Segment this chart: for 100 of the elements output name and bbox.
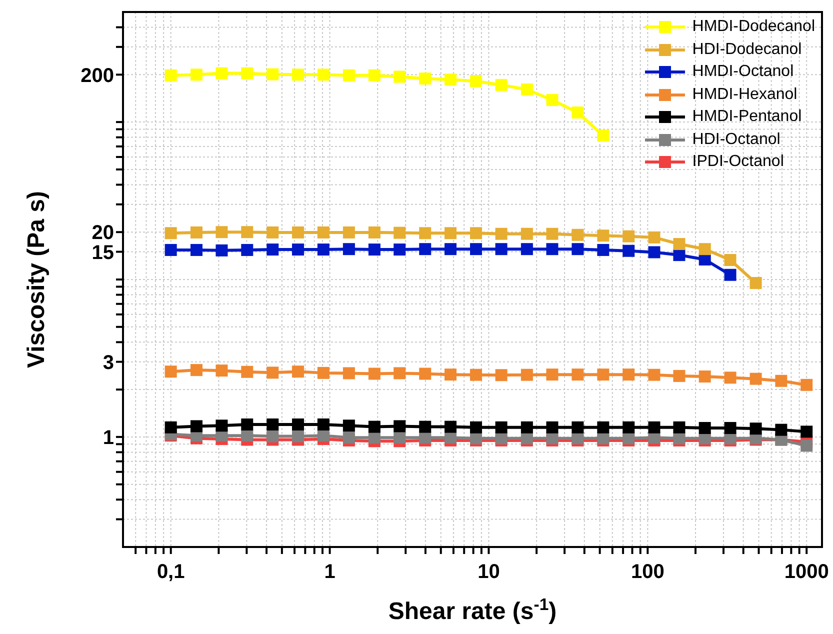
point (572, 243, 584, 256)
point (597, 421, 610, 434)
x-tick-label: 100 (630, 561, 664, 584)
point (648, 231, 660, 244)
point (622, 421, 635, 434)
point (622, 244, 635, 257)
point (266, 244, 279, 256)
point (241, 418, 254, 430)
point (800, 440, 813, 452)
point (444, 227, 457, 240)
point (317, 68, 330, 81)
legend-label: HMDI-Hexanol (692, 84, 798, 104)
point (750, 422, 762, 435)
point (419, 368, 432, 380)
point (164, 227, 177, 240)
point (750, 372, 762, 385)
point (648, 421, 660, 434)
point (520, 368, 533, 381)
point (444, 368, 457, 381)
point (216, 420, 228, 432)
point (266, 418, 279, 430)
point (292, 68, 304, 81)
point (216, 364, 228, 377)
point (317, 418, 330, 430)
point (546, 421, 558, 434)
point (597, 368, 610, 381)
point (698, 243, 711, 256)
point (241, 67, 254, 80)
point (164, 366, 177, 378)
point (520, 228, 533, 240)
point (673, 249, 686, 262)
point (470, 421, 482, 434)
point (775, 374, 788, 387)
point (673, 238, 686, 250)
point (597, 244, 610, 256)
point (292, 430, 304, 442)
point (394, 70, 406, 83)
point (495, 228, 508, 240)
point (317, 430, 330, 442)
point (673, 370, 686, 382)
point (394, 244, 406, 256)
point (190, 420, 202, 432)
point (368, 69, 380, 82)
point (444, 420, 457, 433)
x-tick-label: 1 (324, 561, 336, 584)
point (394, 432, 406, 444)
point (470, 75, 482, 88)
point (698, 370, 711, 383)
point (800, 378, 813, 391)
point (546, 368, 558, 381)
point (266, 366, 279, 379)
point (648, 246, 660, 258)
point (216, 226, 228, 238)
point (724, 422, 736, 434)
legend-label: HMDI-Pentanol (692, 107, 802, 127)
point (495, 78, 508, 91)
point (622, 230, 635, 242)
y-tick-label: 200 (80, 64, 114, 87)
point (241, 244, 254, 256)
point (648, 368, 660, 381)
point (241, 226, 254, 238)
point (317, 226, 330, 238)
point (368, 244, 380, 256)
point (495, 369, 508, 382)
point (520, 83, 533, 96)
legend-label: HMDI-Octanol (692, 62, 794, 82)
point (342, 432, 355, 444)
point (266, 226, 279, 238)
point (368, 420, 380, 433)
point (495, 421, 508, 434)
point (190, 68, 202, 81)
point (190, 364, 202, 376)
point (266, 68, 279, 80)
point (190, 226, 202, 238)
legend-label: HMDI-Dodecanol (692, 17, 815, 37)
legend-label: HDI-Dodecanol (692, 40, 802, 60)
point (419, 420, 432, 433)
point (495, 243, 508, 256)
y-tick-label: 3 (102, 352, 114, 374)
y-tick-label: 20 (92, 222, 114, 244)
point (546, 94, 558, 106)
y-tick-label: 15 (92, 242, 114, 264)
point (750, 277, 762, 290)
point (216, 244, 228, 256)
point (470, 368, 482, 381)
point (342, 420, 355, 432)
point (673, 421, 686, 434)
point (241, 366, 254, 378)
point (292, 418, 304, 430)
point (520, 421, 533, 434)
point (317, 244, 330, 256)
point (317, 366, 330, 379)
point (394, 420, 406, 432)
point (342, 69, 355, 82)
point (292, 226, 304, 238)
point (470, 227, 482, 240)
point (597, 130, 610, 142)
point (572, 421, 584, 434)
point (698, 422, 711, 434)
point (444, 74, 457, 86)
